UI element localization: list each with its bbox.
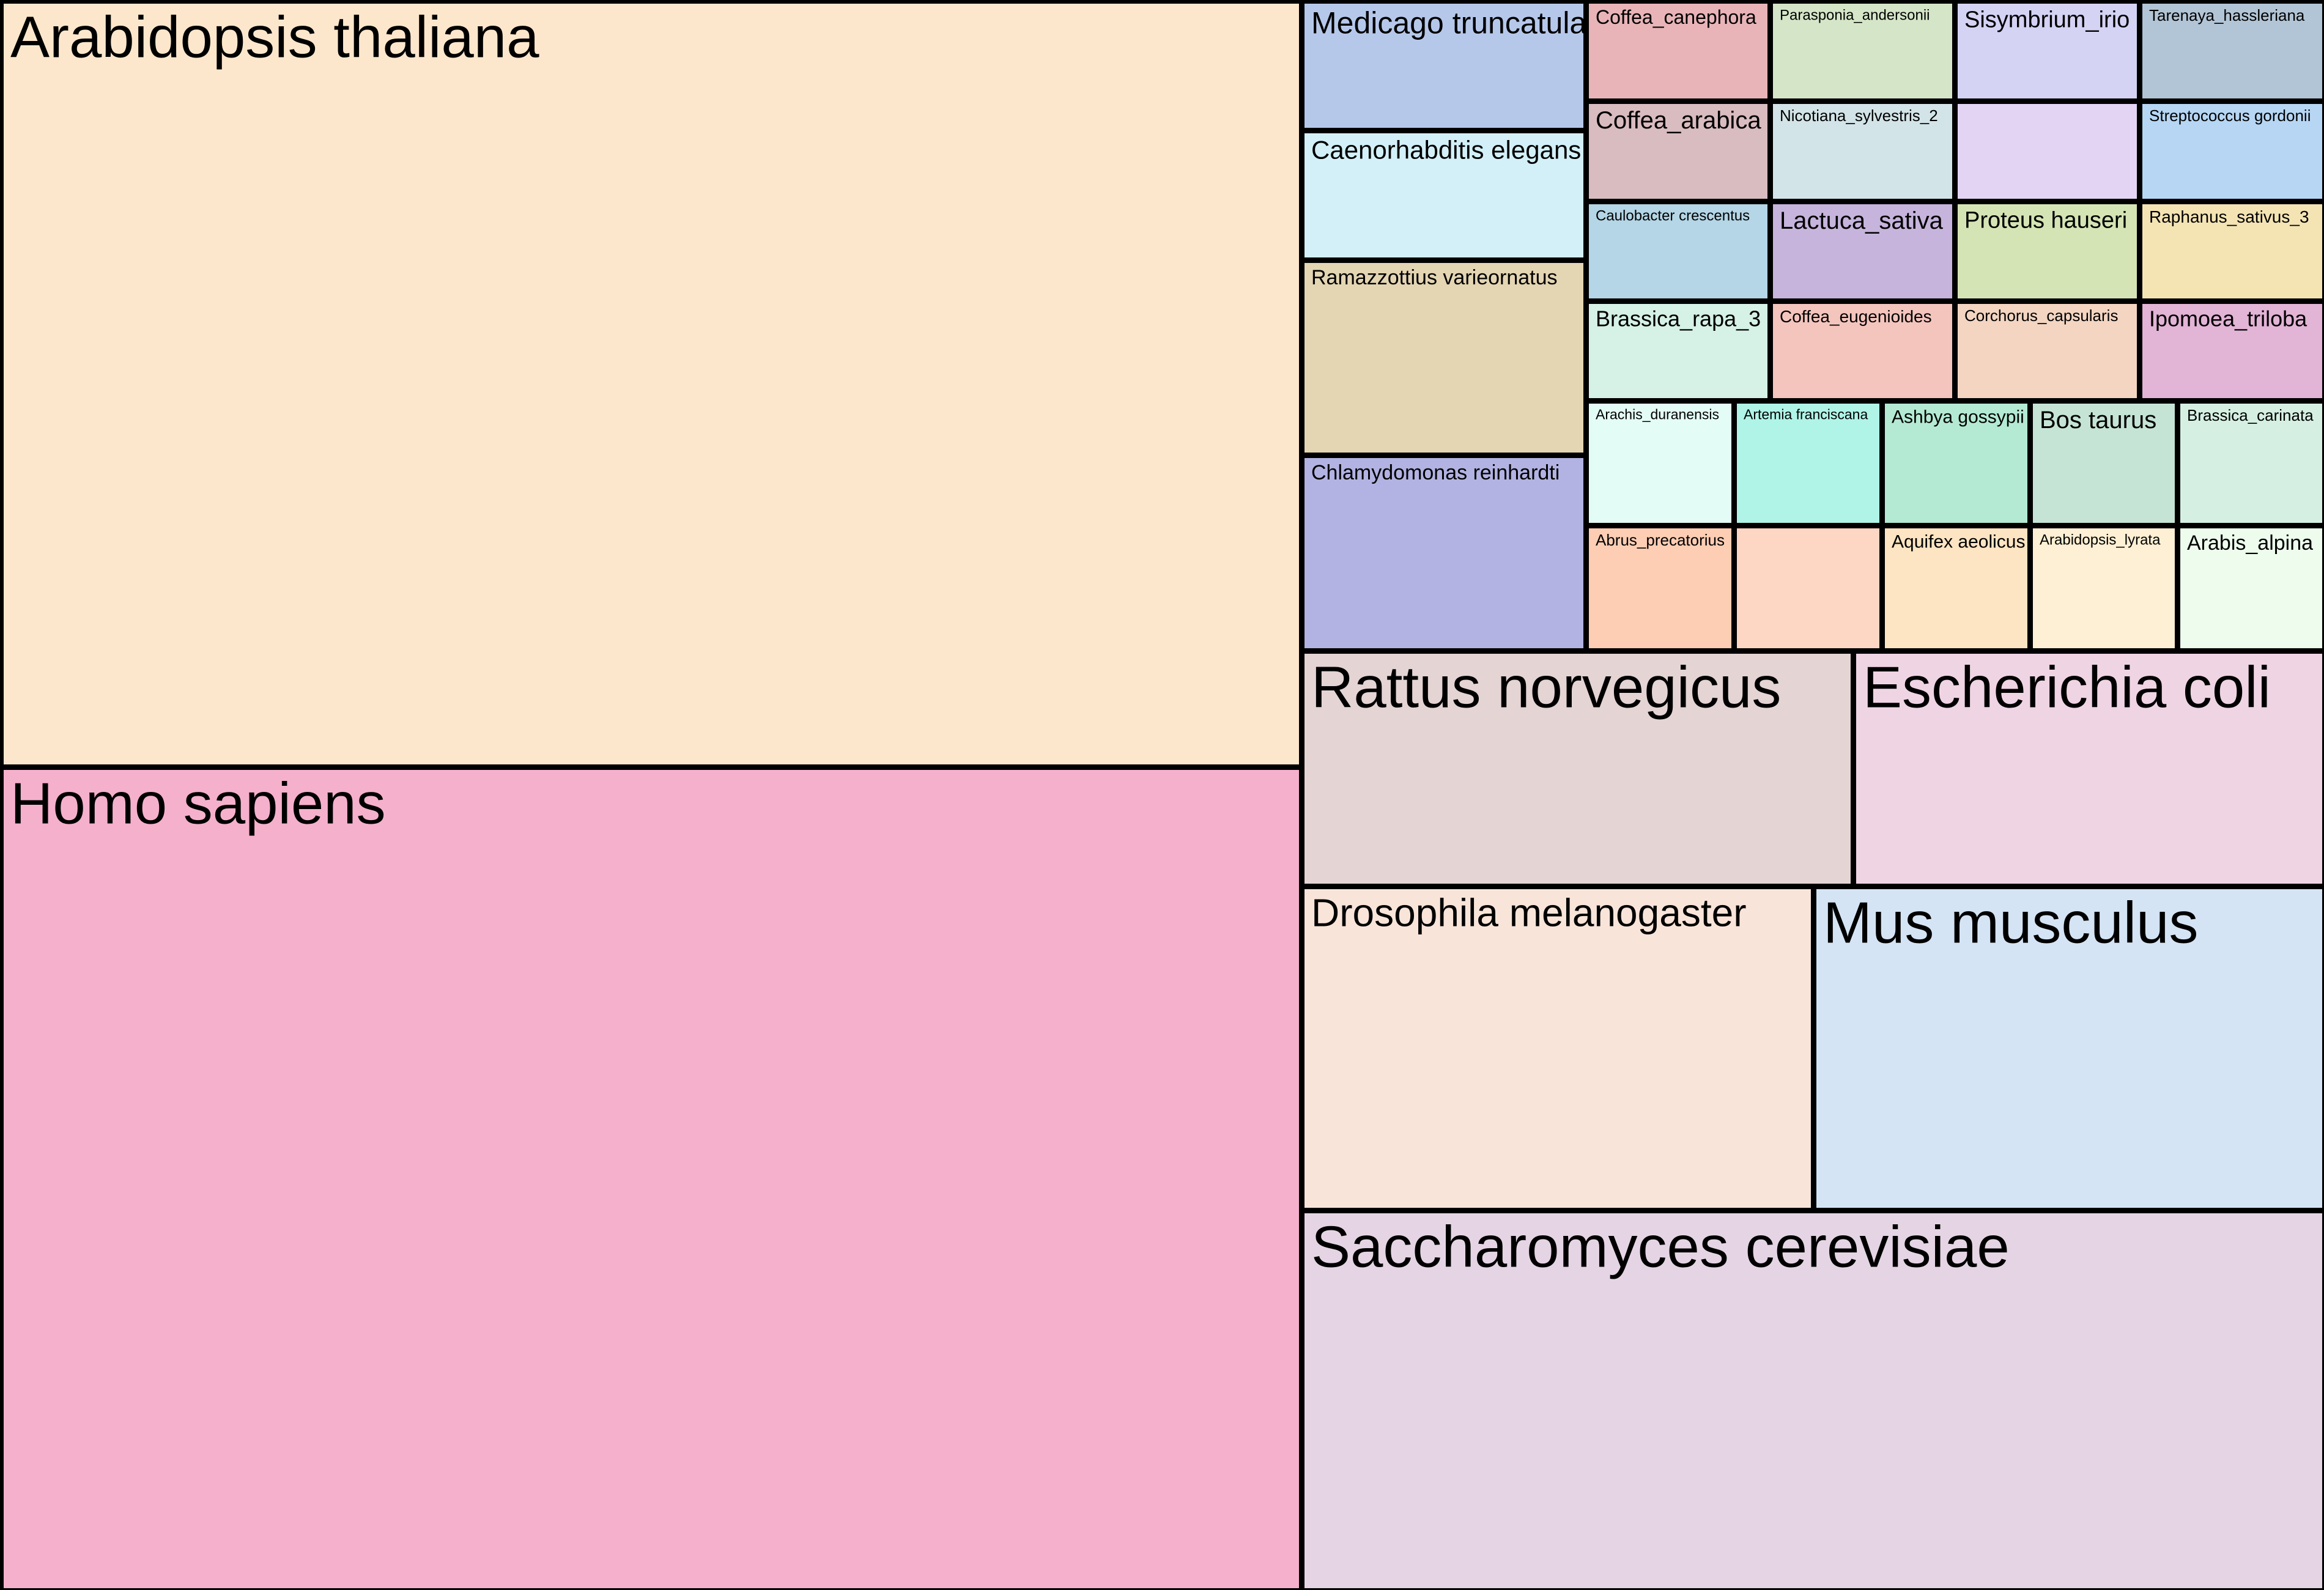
treemap-rect-arabis-alpina: [2177, 525, 2324, 652]
treemap-label-caulobacter-crescentus: Caulobacter crescentus: [1596, 207, 1750, 224]
treemap-label-homo-sapiens: Homo sapiens: [10, 771, 386, 837]
treemap-label-arabidopsis-thaliana: Arabidopsis thaliana: [10, 5, 539, 70]
treemap-rect-coffea-arabica: [1585, 100, 1771, 202]
treemap-label-coffea-eugenioides: Coffea_eugenioides: [1780, 307, 1932, 326]
treemap-cell-brassica-rapa-3: Brassica_rapa_3: [1585, 300, 1771, 402]
treemap-label-saccharomyces-cerevisiae: Saccharomyces cerevisiae: [1311, 1215, 2010, 1280]
treemap-cell-rattus-norvegicus: Rattus norvegicus: [1301, 650, 1854, 887]
treemap-rect-escherichia-coli: [1852, 650, 2324, 887]
treemap-cell-lactuca-sativa: Lactuca_sativa: [1769, 201, 1956, 302]
treemap-cell-arabis-alpina: Arabis_alpina: [2177, 525, 2324, 652]
treemap-rect-rattus-norvegicus: [1301, 650, 1854, 887]
treemap-cell-nicotiana-sylvestris-2: Nicotiana_sylvestris_2: [1769, 100, 1956, 202]
treemap-cell-coffea-canephora: Coffea_canephora: [1585, 0, 1771, 102]
treemap-label-bos-taurus: Bos taurus: [2040, 407, 2156, 434]
treemap-label-proteus-hauseri: Proteus hauseri: [1964, 207, 2127, 233]
treemap-cell-medicago-truncatula: Medicago truncatula: [1301, 0, 1587, 131]
treemap-rect-caulobacter-crescentus: [1585, 201, 1771, 302]
treemap-label-brassica-rapa-3: Brassica_rapa_3: [1596, 306, 1761, 331]
treemap-label-mus-musculus: Mus musculus: [1823, 890, 2199, 956]
treemap-label-tarenaya-hassleriana: Tarenaya_hassleriana: [2149, 6, 2305, 24]
treemap-cell-arabidopsis-thaliana: Arabidopsis thaliana: [0, 0, 1303, 768]
treemap-cell-aquifex-aeolicus: Aquifex aeolicus: [1881, 525, 2031, 652]
treemap-cell-proteus-hauseri: Proteus hauseri: [1954, 201, 2141, 302]
treemap-rect-drosophila-melanogaster: [1301, 886, 1815, 1211]
treemap-label-arabis-alpina: Arabis_alpina: [2187, 531, 2313, 555]
treemap-rect-caenorhabditis-elegans: [1301, 130, 1587, 261]
treemap-label-escherichia-coli: Escherichia coli: [1863, 655, 2271, 720]
treemap-rect-ramazzottius-varieornatus: [1301, 259, 1587, 456]
treemap-rect-arachis-duranensis: [1585, 400, 1735, 527]
treemap-label-streptococcus-gordonii: Streptococcus gordonii: [2149, 106, 2311, 125]
treemap-rect-ashbya-gossypii: [1881, 400, 2031, 527]
treemap-label-rattus-norvegicus: Rattus norvegicus: [1311, 655, 1781, 720]
treemap-label-coffea-arabica: Coffea_arabica: [1596, 107, 1761, 134]
treemap-label-brassica-carinata: Brassica_carinata: [2187, 406, 2314, 424]
treemap-label-drosophila-melanogaster: Drosophila melanogaster: [1311, 890, 1747, 934]
treemap-label-parasponia-andersonii: Parasponia_andersonii: [1780, 7, 1930, 23]
treemap-cell-coffea-arabica: Coffea_arabica: [1585, 100, 1771, 202]
treemap-cell-drosophila-melanogaster: Drosophila melanogaster: [1301, 886, 1815, 1211]
treemap-cell-caenorhabditis-elegans: Caenorhabditis elegans: [1301, 130, 1587, 261]
treemap-cell-arabidopsis-lyrata: Arabidopsis_lyrata: [2029, 525, 2178, 652]
treemap-cell-sisymbrium-irio: Sisymbrium_irio: [1954, 0, 2141, 102]
treemap-cell-corchorus-capsularis: Corchorus_capsularis: [1954, 300, 2141, 402]
treemap-rect-chlamydomonas-reinhardti: [1301, 454, 1587, 652]
treemap-cell-tarenaya-hassleriana: Tarenaya_hassleriana: [2139, 0, 2324, 102]
treemap-label-arachis-duranensis: Arachis_duranensis: [1596, 407, 1719, 423]
treemap-rect-raphanus-sativus-3: [2139, 201, 2324, 302]
treemap-label-lactuca-sativa: Lactuca_sativa: [1780, 207, 1944, 234]
treemap-rect-unlabeled-28: [1733, 525, 1883, 652]
treemap-cell-unlabeled-28: [1733, 525, 1883, 652]
treemap-cell-ramazzottius-varieornatus: Ramazzottius varieornatus: [1301, 259, 1587, 456]
treemap-rect-streptococcus-gordonii: [2139, 100, 2324, 202]
treemap-rect-homo-sapiens: [0, 766, 1303, 1590]
treemap-label-medicago-truncatula: Medicago truncatula: [1311, 6, 1586, 40]
treemap-label-coffea-canephora: Coffea_canephora: [1596, 6, 1756, 28]
treemap-cell-mus-musculus: Mus musculus: [1813, 886, 2324, 1211]
treemap-rect-abrus-precatorius: [1585, 525, 1735, 652]
treemap-cell-abrus-precatorius: Abrus_precatorius: [1585, 525, 1735, 652]
treemap-cell-raphanus-sativus-3: Raphanus_sativus_3: [2139, 201, 2324, 302]
treemap-rect-tarenaya-hassleriana: [2139, 0, 2324, 102]
treemap-cell-brassica-carinata: Brassica_carinata: [2177, 400, 2324, 527]
treemap-cell-parasponia-andersonii: Parasponia_andersonii: [1769, 0, 1956, 102]
treemap-cell-chlamydomonas-reinhardti: Chlamydomonas reinhardti: [1301, 454, 1587, 652]
treemap-label-ramazzottius-varieornatus: Ramazzottius varieornatus: [1311, 266, 1558, 289]
treemap-cell-unlabeled-12: [1954, 100, 2141, 202]
treemap-label-arabidopsis-lyrata: Arabidopsis_lyrata: [2040, 531, 2161, 548]
treemap-rect-medicago-truncatula: [1301, 0, 1587, 131]
treemap-label-ipomoea-triloba: Ipomoea_triloba: [2149, 306, 2307, 331]
treemap-cell-ipomoea-triloba: Ipomoea_triloba: [2139, 300, 2324, 402]
treemap-label-artemia-franciscana: Artemia franciscana: [1744, 407, 1868, 423]
treemap-cell-escherichia-coli: Escherichia coli: [1852, 650, 2324, 887]
treemap-cell-caulobacter-crescentus: Caulobacter crescentus: [1585, 201, 1771, 302]
treemap-label-ashbya-gossypii: Ashbya gossypii: [1892, 407, 2024, 427]
treemap-label-chlamydomonas-reinhardti: Chlamydomonas reinhardti: [1311, 461, 1560, 484]
treemap-cell-arachis-duranensis: Arachis_duranensis: [1585, 400, 1735, 527]
treemap-cell-ashbya-gossypii: Ashbya gossypii: [1881, 400, 2031, 527]
treemap-rect-arabidopsis-thaliana: [0, 0, 1303, 768]
treemap-label-raphanus-sativus-3: Raphanus_sativus_3: [2149, 207, 2309, 226]
treemap-label-aquifex-aeolicus: Aquifex aeolicus: [1892, 532, 2025, 552]
treemap-cell-saccharomyces-cerevisiae: Saccharomyces cerevisiae: [1301, 1210, 2324, 1590]
treemap-label-sisymbrium-irio: Sisymbrium_irio: [1964, 7, 2130, 32]
treemap-rect-mus-musculus: [1813, 886, 2324, 1211]
treemap-cell-bos-taurus: Bos taurus: [2029, 400, 2178, 527]
treemap-cell-streptococcus-gordonii: Streptococcus gordonii: [2139, 100, 2324, 202]
treemap-cell-artemia-franciscana: Artemia franciscana: [1733, 400, 1883, 527]
treemap-label-abrus-precatorius: Abrus_precatorius: [1596, 531, 1725, 549]
treemap-label-caenorhabditis-elegans: Caenorhabditis elegans: [1311, 136, 1581, 165]
treemap-rect-arabidopsis-lyrata: [2029, 525, 2178, 652]
treemap-rect-artemia-franciscana: [1733, 400, 1883, 527]
treemap-rect-unlabeled-12: [1954, 100, 2141, 202]
treemap-rect-saccharomyces-cerevisiae: [1301, 1210, 2324, 1590]
treemap-cell-coffea-eugenioides: Coffea_eugenioides: [1769, 300, 1956, 402]
treemap-label-corchorus-capsularis: Corchorus_capsularis: [1964, 306, 2118, 325]
treemap-label-nicotiana-sylvestris-2: Nicotiana_sylvestris_2: [1780, 106, 1938, 125]
treemap-cell-homo-sapiens: Homo sapiens: [0, 766, 1303, 1590]
